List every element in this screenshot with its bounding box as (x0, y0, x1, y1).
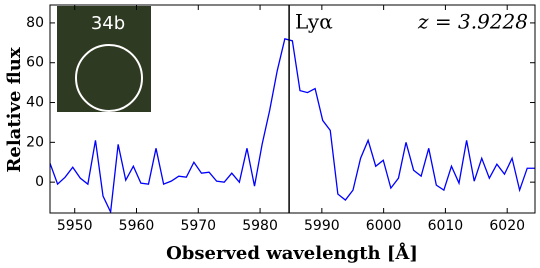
y-tick-label: 60 (26, 55, 44, 71)
x-axis-label: Observed wavelength [Å] (166, 241, 418, 264)
spectrum-line (50, 38, 535, 213)
line-annotation: Lyα (295, 10, 333, 34)
inset-label: 34b (91, 13, 125, 34)
x-tick-label: 5990 (304, 218, 340, 234)
y-axis-label: Relative flux (4, 47, 25, 172)
y-tick-label: 40 (26, 95, 44, 111)
inset-aperture (75, 44, 143, 112)
plot-frame (49, 4, 536, 214)
x-tick-label: 5970 (180, 218, 216, 234)
x-tick-label: 6010 (428, 218, 464, 234)
y-tick-label: 20 (26, 134, 44, 150)
x-tick-label: 5980 (242, 218, 278, 234)
x-tick-label: 5960 (119, 218, 155, 234)
x-tick-label: 5950 (57, 218, 93, 234)
redshift-annotation: z = 3.9228 (417, 10, 528, 34)
x-tick-label: 6020 (489, 218, 525, 234)
y-tick-label: 80 (26, 15, 44, 31)
x-tick-label: 6000 (366, 218, 402, 234)
y-tick-label: 0 (35, 174, 44, 190)
